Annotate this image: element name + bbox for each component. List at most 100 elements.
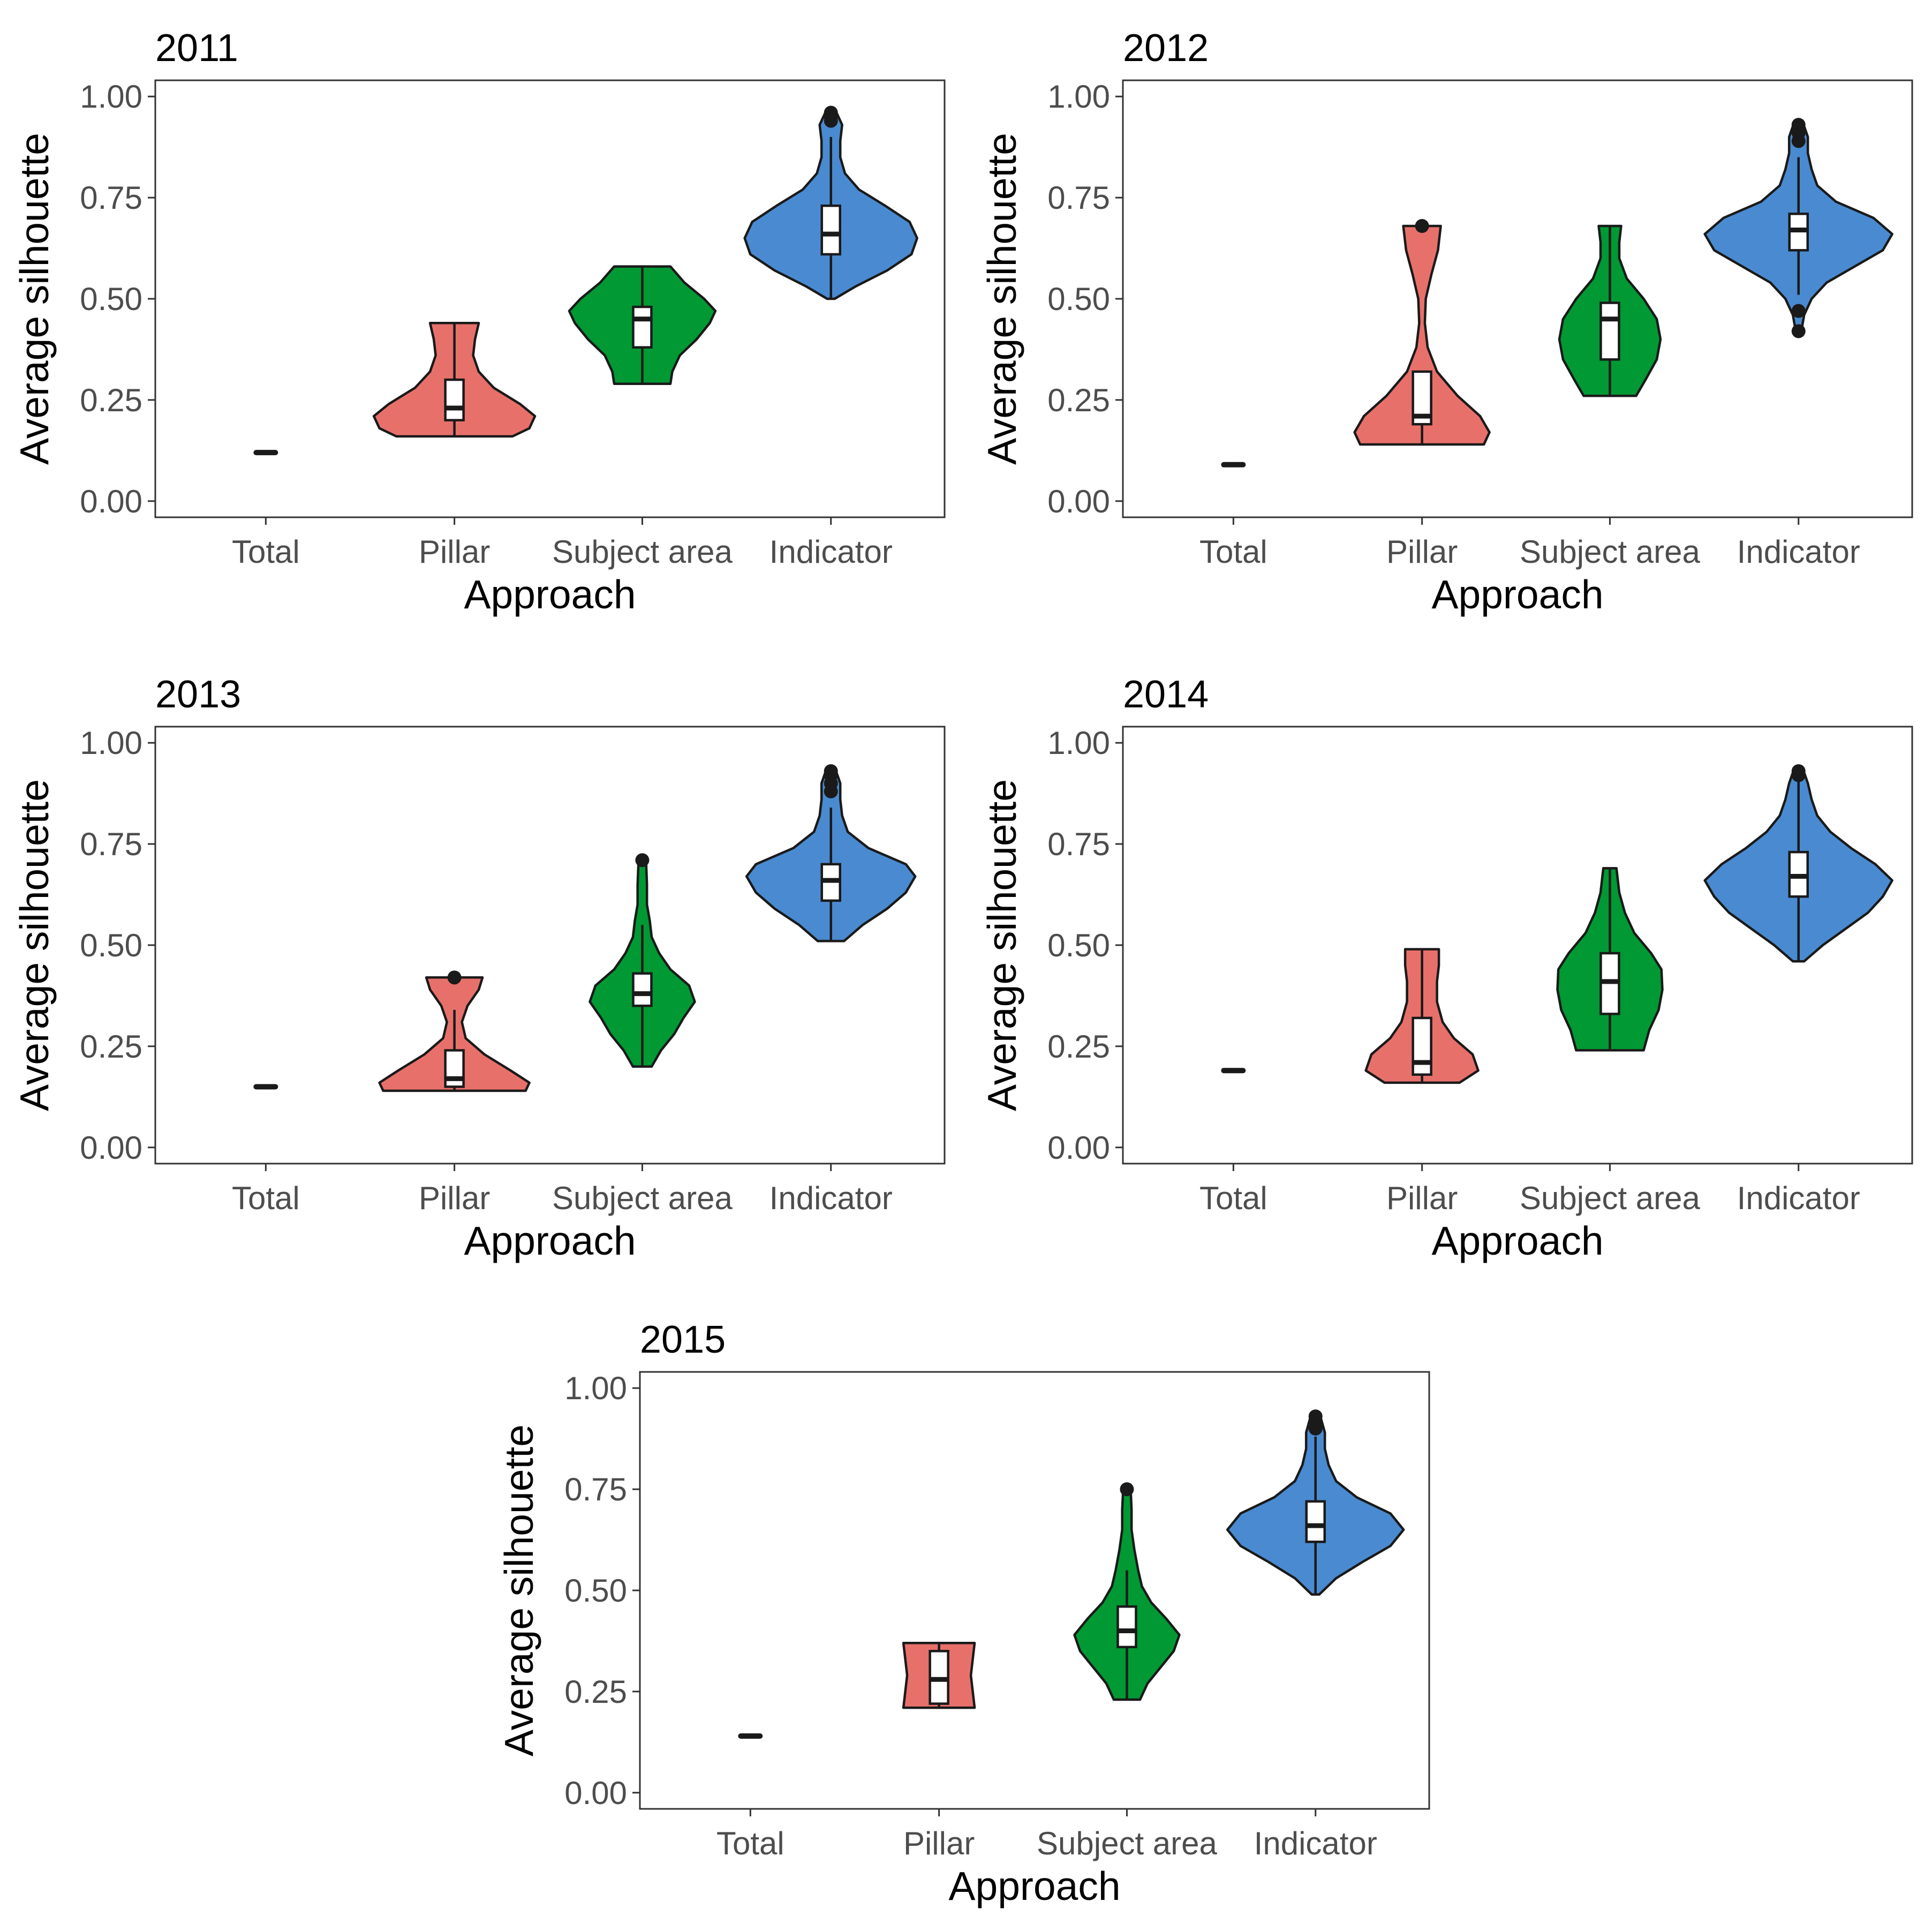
panel-title: 2011: [155, 27, 238, 70]
x-axis-title: Approach: [1431, 572, 1603, 617]
outlier-point: [824, 764, 838, 779]
y-tick-label: 0.75: [1047, 180, 1110, 216]
box-iqr: [444, 1049, 465, 1088]
x-tick-label: Pillar: [903, 1825, 975, 1861]
violin-group-pillar: [1364, 948, 1480, 1084]
outlier-point: [1791, 304, 1806, 318]
x-tick-label: Subject area: [1520, 1180, 1701, 1216]
violin-group-indicator: [745, 764, 917, 942]
x-tick-label: Subject area: [552, 1180, 733, 1216]
x-tick-label: Total: [232, 534, 300, 570]
x-axis-title: Approach: [1431, 1218, 1603, 1263]
box-iqr: [1305, 1500, 1326, 1543]
outlier-point: [1791, 324, 1806, 338]
violin-group-indicator: [1703, 764, 1893, 963]
y-tick-label: 1.00: [564, 1370, 627, 1406]
outlier-point: [1415, 219, 1429, 233]
outlier-point: [1308, 1409, 1323, 1424]
box-iqr: [444, 378, 465, 421]
y-axis-title: Average silhouette: [496, 1424, 541, 1756]
y-tick-label: 0.75: [1047, 826, 1110, 862]
y-tick-label: 0.75: [80, 180, 142, 216]
violin-group-subject-area: [588, 853, 696, 1068]
violin-group-subject-area: [568, 265, 717, 385]
y-tick-label: 0.75: [80, 826, 142, 862]
y-axis-title: Average silhouette: [979, 133, 1024, 465]
x-tick-label: Indicator: [769, 1180, 893, 1216]
violin-group-indicator: [1226, 1409, 1405, 1596]
box-iqr: [1412, 1016, 1432, 1076]
outlier-point: [1791, 764, 1806, 779]
outlier-point: [1791, 118, 1806, 132]
x-tick-label: Pillar: [1386, 1180, 1458, 1216]
y-tick-label: 0.50: [1047, 281, 1110, 317]
violin-group-subject-area: [1073, 1482, 1181, 1701]
violin-group-indicator: [1703, 118, 1893, 338]
y-tick-label: 0.25: [564, 1674, 627, 1710]
violin-group-pillar: [378, 970, 531, 1092]
violin-shape: [1353, 224, 1491, 446]
y-tick-label: 0.25: [80, 382, 142, 418]
y-tick-label: 0.00: [80, 1130, 142, 1166]
y-axis-title: Average silhouette: [979, 779, 1024, 1111]
box-iqr: [1116, 1605, 1137, 1649]
y-tick-label: 0.00: [1047, 1130, 1110, 1166]
y-tick-label: 0.00: [564, 1775, 627, 1811]
violin-group-subject-area: [1556, 867, 1664, 1052]
x-tick-label: Subject area: [1520, 534, 1701, 570]
y-axis-title: Average silhouette: [12, 779, 57, 1111]
x-tick-label: Total: [232, 1180, 300, 1216]
chart-panel-2015: 2015 0.00 0.25 0.50 0.75 1.00 Average silhouet…: [496, 1318, 1430, 1908]
y-tick-label: 0.25: [1047, 382, 1110, 418]
y-tick-label: 0.50: [564, 1573, 627, 1609]
outlier-point: [1120, 1482, 1134, 1497]
y-tick-label: 1.00: [80, 725, 142, 761]
violin-group-pillar: [902, 1641, 976, 1709]
violin-group-subject-area: [1558, 224, 1662, 397]
y-tick-label: 1.00: [1047, 725, 1110, 761]
y-tick-label: 0.50: [1047, 927, 1110, 963]
panel-title: 2012: [1123, 27, 1209, 70]
x-tick-label: Pillar: [419, 534, 490, 570]
x-tick-label: Pillar: [419, 1180, 490, 1216]
y-tick-label: 0.50: [80, 927, 142, 963]
x-tick-label: Total: [1199, 534, 1267, 570]
y-tick-label: 1.00: [80, 79, 142, 115]
violin-group-pillar: [1353, 219, 1491, 446]
violin-group-pillar: [372, 322, 537, 438]
y-tick-label: 1.00: [1047, 79, 1110, 115]
y-tick-label: 0.25: [1047, 1029, 1110, 1065]
chart-panel-2014: 2014 0.00 0.25 0.50 0.75 1.00 Average silhouet…: [979, 673, 1913, 1263]
chart-panel-2013: 2013 0.00 0.25 0.50 0.75 1.00 Average silhouet…: [12, 673, 946, 1263]
box-iqr: [632, 305, 653, 349]
chart-panel-2011: 2011 0.00 0.25 0.50 0.75 1.00 Average silhouet…: [12, 27, 946, 617]
outlier-point: [635, 853, 650, 867]
box-iqr: [632, 972, 653, 1007]
x-axis-title: Approach: [464, 1218, 636, 1263]
x-tick-label: Total: [716, 1825, 784, 1861]
x-tick-label: Subject area: [1037, 1825, 1218, 1861]
y-tick-label: 0.00: [1047, 484, 1110, 519]
panel-title: 2014: [1123, 673, 1209, 716]
x-tick-label: Indicator: [1737, 534, 1860, 570]
x-tick-label: Total: [1199, 1180, 1267, 1216]
x-tick-label: Indicator: [769, 534, 893, 570]
x-tick-label: Subject area: [552, 534, 733, 570]
x-axis-title: Approach: [464, 572, 636, 617]
box-iqr: [820, 204, 841, 256]
y-axis-title: Average silhouette: [12, 133, 57, 465]
panel-title: 2013: [155, 673, 241, 716]
panel-title: 2015: [640, 1318, 726, 1361]
x-tick-label: Indicator: [1254, 1825, 1377, 1861]
violin-group-indicator: [743, 105, 918, 300]
chart-panel-2012: 2012 0.00 0.25 0.50 0.75 1.00 Average silhouet…: [979, 27, 1913, 617]
y-tick-label: 0.75: [564, 1472, 627, 1507]
x-tick-label: Indicator: [1737, 1180, 1860, 1216]
outlier-point: [447, 970, 462, 985]
y-tick-label: 0.25: [80, 1029, 142, 1065]
box-iqr: [1599, 301, 1620, 361]
y-tick-label: 0.00: [80, 484, 142, 519]
x-tick-label: Pillar: [1386, 534, 1458, 570]
x-axis-title: Approach: [948, 1863, 1120, 1908]
